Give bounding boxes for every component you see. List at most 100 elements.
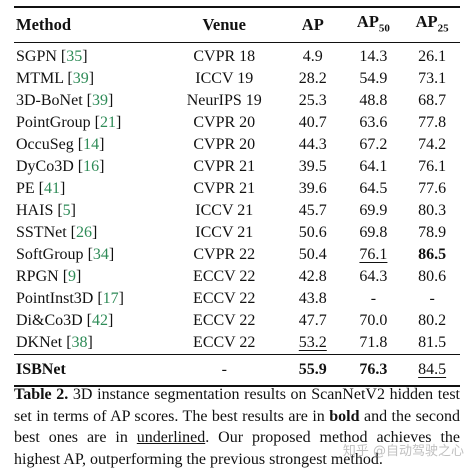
ap-value: 39.5 bbox=[298, 158, 327, 175]
ours-ap25-value: 84.5 bbox=[418, 361, 447, 378]
citation-link[interactable]: 34 bbox=[92, 246, 109, 263]
ap25-value: 86.5 bbox=[418, 246, 447, 263]
caption-bold-word: bold bbox=[329, 407, 360, 425]
citation-link[interactable]: 17 bbox=[102, 290, 119, 307]
table-caption: Table 2. 3D instance segmentation result… bbox=[14, 384, 460, 470]
header-ap50: AP50 bbox=[343, 7, 405, 43]
venue-value: ECCV 22 bbox=[193, 290, 256, 307]
ap-value: 50.4 bbox=[298, 246, 327, 263]
ap25-value: 81.5 bbox=[418, 334, 447, 351]
ap-value: 53.2 bbox=[298, 334, 327, 351]
table-row: SoftGroup [34] CVPR 22 50.4 76.1 86.5 bbox=[14, 244, 460, 266]
citation-link[interactable]: 5 bbox=[62, 202, 71, 219]
ap50-value: 64.1 bbox=[359, 158, 388, 175]
table-row: HAIS [5] ICCV 21 45.7 69.9 80.3 bbox=[14, 200, 460, 222]
ap50-value: 64.3 bbox=[359, 268, 388, 285]
ap25-cell: 74.2 bbox=[404, 134, 460, 156]
ap50-value: 69.9 bbox=[359, 202, 388, 219]
method-name: SSTNet bbox=[16, 224, 67, 241]
citation-link[interactable]: 41 bbox=[44, 180, 60, 197]
method-name: DKNet bbox=[16, 334, 63, 351]
citation-link[interactable]: 16 bbox=[83, 158, 100, 175]
venue-cell: ECCV 22 bbox=[166, 310, 283, 332]
header-ap50-base: AP bbox=[356, 11, 379, 31]
ours-venue: - bbox=[165, 354, 283, 387]
watermark: 知乎 @自动驾驶之心 bbox=[342, 444, 464, 459]
venue-cell: ECCV 22 bbox=[166, 288, 283, 310]
method-name: PointGroup bbox=[16, 114, 91, 131]
ap25-cell: 80.6 bbox=[404, 266, 460, 288]
venue-value: NeurIPS 19 bbox=[186, 92, 262, 109]
citation-link[interactable]: 38 bbox=[71, 334, 88, 351]
ap-cell: 53.2 bbox=[283, 332, 343, 355]
ap-cell: 45.7 bbox=[283, 200, 343, 222]
ap25-cell: 76.1 bbox=[404, 156, 460, 178]
method-name: Di&Co3D bbox=[16, 312, 83, 329]
ap-cell: 42.8 bbox=[283, 266, 343, 288]
ap25-cell: 80.3 bbox=[404, 200, 460, 222]
ap50-value: 70.0 bbox=[359, 312, 388, 329]
header-ap: AP bbox=[301, 15, 324, 34]
header-ap25-sub: 25 bbox=[437, 22, 449, 35]
venue-value: CVPR 22 bbox=[193, 246, 256, 263]
citation-link[interactable]: 35 bbox=[66, 48, 83, 65]
table-row: PointInst3D [17] ECCV 22 43.8 - - bbox=[14, 288, 460, 310]
ap25-value: 73.1 bbox=[418, 70, 447, 87]
citation-link[interactable]: 26 bbox=[76, 224, 92, 241]
table-row: DyCo3D [16] CVPR 21 39.5 64.1 76.1 bbox=[14, 156, 460, 178]
ap25-cell: 26.1 bbox=[404, 43, 460, 69]
citation-link[interactable]: 9 bbox=[68, 268, 77, 285]
table-row: SSTNet [26] ICCV 21 50.6 69.8 78.9 bbox=[14, 222, 460, 244]
ap50-cell: 69.8 bbox=[343, 222, 405, 244]
ap25-cell: 77.6 bbox=[404, 178, 460, 200]
venue-cell: CVPR 21 bbox=[166, 178, 283, 200]
method-cell: PointGroup [21] bbox=[16, 114, 122, 131]
ap50-cell: 64.3 bbox=[343, 266, 405, 288]
venue-value: ECCV 22 bbox=[193, 312, 256, 329]
ap-cell: 4.9 bbox=[283, 43, 343, 69]
ap25-value: 77.6 bbox=[418, 180, 447, 197]
caption-text-3: . Our proposed method achieves the highe… bbox=[14, 429, 461, 468]
venue-value: ICCV 21 bbox=[195, 202, 254, 219]
citation-link[interactable]: 42 bbox=[92, 312, 108, 329]
venue-cell: CVPR 21 bbox=[166, 156, 283, 178]
citation-link[interactable]: 39 bbox=[91, 92, 108, 109]
ap25-cell: 78.9 bbox=[404, 222, 460, 244]
header-method: Method bbox=[16, 15, 71, 34]
venue-cell: ECCV 22 bbox=[166, 332, 283, 355]
venue-cell: ICCV 21 bbox=[166, 200, 283, 222]
ap50-cell: - bbox=[343, 288, 405, 310]
ap50-value: - bbox=[370, 290, 377, 307]
venue-value: ICCV 21 bbox=[195, 224, 254, 241]
venue-value: CVPR 20 bbox=[193, 136, 256, 153]
ap-cell: 47.7 bbox=[283, 310, 343, 332]
table-row: SGPN [35] CVPR 18 4.9 14.3 26.1 bbox=[14, 43, 460, 69]
method-name: 3D-BoNet bbox=[16, 92, 83, 109]
venue-value: ECCV 22 bbox=[193, 334, 256, 351]
method-name: HAIS bbox=[16, 202, 54, 219]
ap-cell: 25.3 bbox=[283, 90, 343, 112]
venue-value: ICCV 19 bbox=[195, 70, 254, 87]
citation-link[interactable]: 39 bbox=[72, 70, 89, 87]
venue-cell: CVPR 18 bbox=[166, 43, 283, 69]
ap50-cell: 48.8 bbox=[343, 90, 405, 112]
citation-link[interactable]: 14 bbox=[83, 136, 100, 153]
caption-underlined-word: underlined bbox=[136, 429, 206, 446]
ap-value: 43.8 bbox=[298, 290, 327, 307]
ap50-value: 71.8 bbox=[359, 334, 388, 351]
method-cell: SGPN [35] bbox=[16, 48, 88, 65]
ours-ap: 55.9 bbox=[282, 354, 343, 387]
ap50-cell: 14.3 bbox=[343, 43, 405, 69]
ap50-cell: 67.2 bbox=[343, 134, 405, 156]
ap25-cell: 77.8 bbox=[404, 112, 460, 134]
table-row: DKNet [38] ECCV 22 53.2 71.8 81.5 bbox=[14, 332, 460, 355]
citation-link[interactable]: 21 bbox=[100, 114, 116, 131]
method-cell: HAIS [5] bbox=[16, 202, 76, 219]
header-venue: Venue bbox=[202, 15, 246, 34]
table-row: OccuSeg [14] CVPR 20 44.3 67.2 74.2 bbox=[14, 134, 460, 156]
ap-value: 39.6 bbox=[298, 180, 327, 197]
venue-cell: CVPR 22 bbox=[166, 244, 283, 266]
ours-ap25: 84.5 bbox=[404, 354, 460, 387]
ap-cell: 28.2 bbox=[283, 68, 343, 90]
ap25-value: 77.8 bbox=[418, 114, 447, 131]
